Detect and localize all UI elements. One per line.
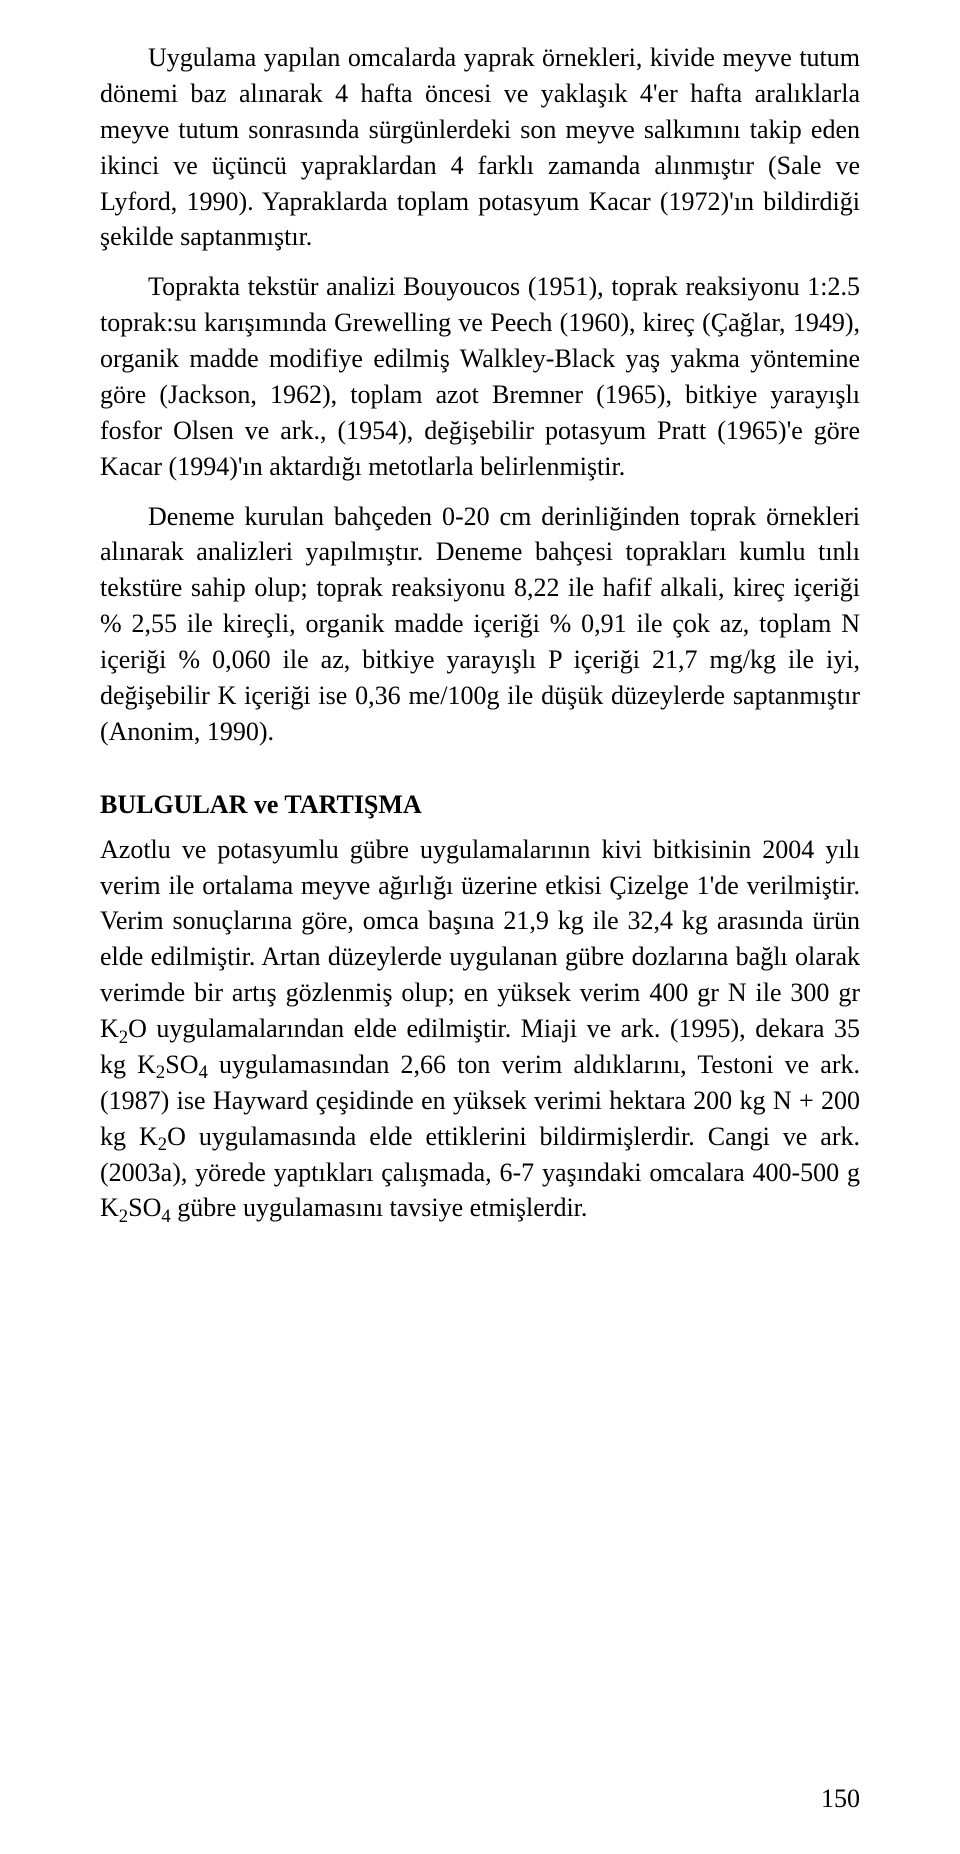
subscript: 2	[119, 1027, 128, 1048]
paragraph-1: Uygulama yapılan omcalarda yaprak örnekl…	[100, 40, 860, 255]
subscript: 2	[156, 1062, 165, 1083]
paragraph-3: Deneme kurulan bahçeden 0-20 cm derinliğ…	[100, 499, 860, 750]
subscript: 4	[161, 1206, 170, 1227]
p4-text-3: SO	[165, 1050, 198, 1079]
section-heading: BULGULAR ve TARTIŞMA	[100, 790, 860, 820]
p4-text-6: SO	[128, 1193, 161, 1222]
subscript: 2	[158, 1134, 167, 1155]
document-page: Uygulama yapılan omcalarda yaprak örnekl…	[0, 0, 960, 1854]
subscript: 2	[119, 1206, 128, 1227]
subscript: 4	[199, 1062, 208, 1083]
paragraph-2: Toprakta tekstür analizi Bouyoucos (1951…	[100, 269, 860, 484]
p4-text-7: gübre uygulamasını tavsiye etmişlerdir.	[171, 1193, 588, 1222]
p4-text-1: Azotlu ve potasyumlu gübre uygulamaların…	[100, 835, 860, 1043]
paragraph-4: Azotlu ve potasyumlu gübre uygulamaların…	[100, 832, 860, 1227]
page-number: 150	[821, 1784, 860, 1814]
